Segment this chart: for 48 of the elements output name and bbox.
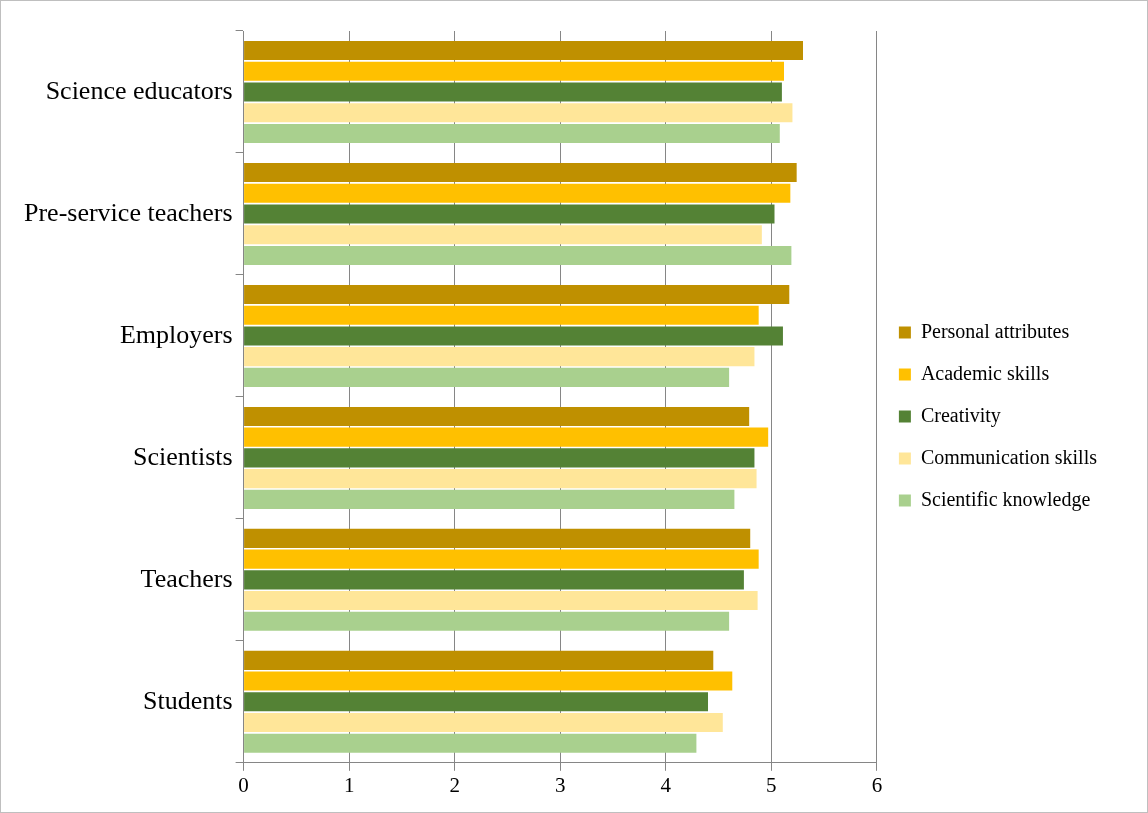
x-tick-label: 3 — [554, 772, 566, 797]
bar — [244, 692, 709, 712]
bar — [244, 489, 735, 509]
bar — [244, 347, 755, 367]
bar — [244, 225, 762, 245]
bar — [244, 427, 769, 447]
legend-label: Personal attributes — [920, 319, 1070, 342]
legend-label: Scientific knowledge — [920, 487, 1091, 511]
y-tick-label: Pre-service teachers — [23, 197, 233, 227]
bar — [244, 103, 793, 123]
bar — [244, 183, 791, 203]
bar — [244, 326, 783, 346]
x-tick-label: 5 — [766, 772, 777, 797]
bar — [244, 82, 782, 102]
bar — [244, 713, 723, 733]
legend-label: Academic skills — [920, 361, 1050, 384]
bar — [244, 570, 744, 590]
bar — [244, 650, 714, 670]
bar — [244, 245, 792, 265]
bar — [244, 305, 759, 325]
bar — [244, 611, 730, 631]
bar — [244, 406, 750, 426]
bar — [244, 284, 790, 304]
y-tick-label: Teachers — [140, 563, 233, 593]
x-tick-label: 1 — [343, 772, 355, 797]
y-tick-label: Scientists — [132, 441, 233, 471]
x-tick-label: 4 — [660, 772, 672, 797]
bar — [244, 61, 784, 81]
x-tick-label: 6 — [871, 772, 883, 797]
bar — [244, 528, 751, 548]
x-tick-label: 2 — [449, 772, 460, 797]
bar — [244, 469, 757, 489]
y-tick-label: Science educators — [45, 75, 233, 105]
y-tick-label: Employers — [119, 319, 233, 349]
legend-label: Creativity — [920, 403, 1001, 427]
bar — [244, 549, 759, 569]
bar — [244, 671, 733, 691]
bar — [244, 162, 797, 183]
bar — [244, 204, 775, 224]
bar — [244, 40, 803, 61]
bar — [244, 367, 730, 387]
legend-label: Communication skills — [920, 445, 1098, 468]
bar — [244, 733, 697, 753]
bar — [244, 123, 780, 143]
x-tick-label: 0 — [238, 772, 249, 797]
y-tick-label: Students — [143, 685, 233, 715]
bar — [244, 448, 755, 468]
bar — [244, 591, 758, 611]
